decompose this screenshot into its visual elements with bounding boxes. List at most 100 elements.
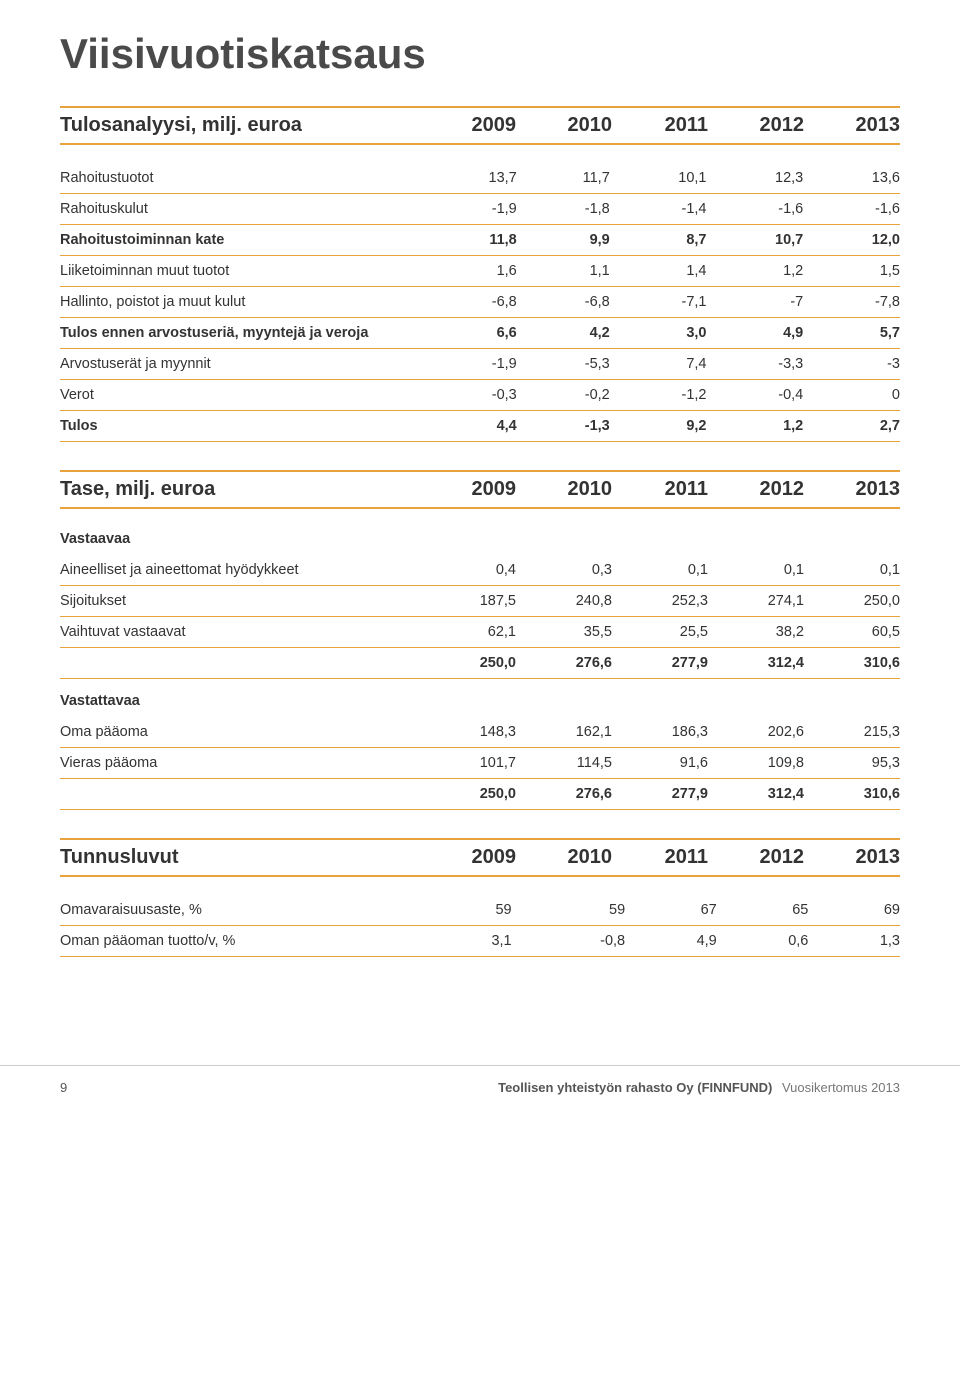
year-2013: 2013 (804, 114, 900, 137)
cell-value: 0,4 (420, 555, 516, 586)
cell-value: -0,3 (420, 380, 517, 411)
year-2012: 2012 (708, 114, 804, 137)
cell-value: 114,5 (516, 747, 612, 778)
cell-value: 310,6 (804, 648, 900, 679)
cell-value: 69 (808, 895, 900, 926)
row-label: Sijoitukset (60, 586, 420, 617)
cell-value: 62,1 (420, 617, 516, 648)
cell-value: 312,4 (708, 648, 804, 679)
page-title: Viisivuotiskatsaus (60, 30, 900, 78)
cell-value: 4,4 (420, 411, 517, 442)
cell-value: 1,2 (707, 256, 804, 287)
cell-value: -1,2 (610, 380, 707, 411)
cell-value: 276,6 (516, 648, 612, 679)
cell-value: 91,6 (612, 747, 708, 778)
section1-label: Tulosanalyysi, milj. euroa (60, 114, 420, 137)
cell-value: 277,9 (612, 778, 708, 809)
cell-value: 162,1 (516, 717, 612, 748)
cell-value: -1,9 (420, 349, 517, 380)
cell-value: 1,6 (420, 256, 517, 287)
cell-value: 0,1 (612, 555, 708, 586)
section2-header: Tase, milj. euroa 2009 2010 2011 2012 20… (60, 470, 900, 509)
cell-value: 4,2 (517, 318, 610, 349)
cell-value: 95,3 (804, 747, 900, 778)
cell-value: 240,8 (516, 586, 612, 617)
cell-value: 202,6 (708, 717, 804, 748)
footer-report: Vuosikertomus 2013 (782, 1080, 900, 1095)
cell-value: -0,4 (707, 380, 804, 411)
row-label: Oman pääoman tuotto/v, % (60, 925, 420, 956)
year-2011: 2011 (612, 114, 708, 137)
cell-value: 4,9 (625, 925, 717, 956)
cell-value: 9,2 (610, 411, 707, 442)
cell-value: -3 (803, 349, 900, 380)
cell-value: -0,2 (517, 380, 610, 411)
year-2010: 2010 (516, 114, 612, 137)
row-label: Vaihtuvat vastaavat (60, 617, 420, 648)
cell-value: 11,8 (420, 225, 517, 256)
year-2012: 2012 (708, 478, 804, 501)
cell-value: -1,9 (420, 194, 517, 225)
cell-value: 1,1 (517, 256, 610, 287)
cell-value: 13,7 (420, 163, 517, 194)
cell-value: 6,6 (420, 318, 517, 349)
row-label: Rahoitustoiminnan kate (60, 225, 420, 256)
cell-value: 250,0 (804, 586, 900, 617)
cell-value: 215,3 (804, 717, 900, 748)
cell-value: 59 (512, 895, 626, 926)
cell-value: 13,6 (803, 163, 900, 194)
year-2013: 2013 (804, 478, 900, 501)
cell-value: 12,3 (707, 163, 804, 194)
year-2011: 2011 (612, 846, 708, 869)
cell-value: 276,6 (516, 778, 612, 809)
page-footer: 9 Teollisen yhteistyön rahasto Oy (FINNF… (0, 1065, 960, 1109)
cell-value: -0,8 (512, 925, 626, 956)
cell-value: -1,6 (803, 194, 900, 225)
cell-value: 109,8 (708, 747, 804, 778)
cell-value: 2,7 (803, 411, 900, 442)
cell-value: 1,4 (610, 256, 707, 287)
section3-label: Tunnusluvut (60, 846, 420, 869)
cell-value: -1,4 (610, 194, 707, 225)
year-2012: 2012 (708, 846, 804, 869)
cell-value: 274,1 (708, 586, 804, 617)
cell-value: 1,5 (803, 256, 900, 287)
row-label: Hallinto, poistot ja muut kulut (60, 287, 420, 318)
cell-value: 0,1 (804, 555, 900, 586)
cell-value: 65 (717, 895, 809, 926)
section1-header: Tulosanalyysi, milj. euroa 2009 2010 201… (60, 106, 900, 145)
subheading: Vastattavaa (60, 689, 900, 717)
cell-value: 148,3 (420, 717, 516, 748)
row-label: Tulos (60, 411, 420, 442)
cell-value: -7 (707, 287, 804, 318)
row-label (60, 778, 420, 809)
cell-value: 250,0 (420, 778, 516, 809)
year-2011: 2011 (612, 478, 708, 501)
row-label: Rahoitustuotot (60, 163, 420, 194)
row-label: Verot (60, 380, 420, 411)
cell-value: 9,9 (517, 225, 610, 256)
section1-table: Rahoitustuotot13,711,710,112,313,6Rahoit… (60, 163, 900, 442)
cell-value: 10,7 (707, 225, 804, 256)
section2-label: Tase, milj. euroa (60, 478, 420, 501)
cell-value: 310,6 (804, 778, 900, 809)
cell-value: 4,9 (707, 318, 804, 349)
cell-value: 3,0 (610, 318, 707, 349)
cell-value: 12,0 (803, 225, 900, 256)
cell-value: 250,0 (420, 648, 516, 679)
cell-value: 0,3 (516, 555, 612, 586)
cell-value: -1,3 (517, 411, 610, 442)
cell-value: -5,3 (517, 349, 610, 380)
section3-header: Tunnusluvut 2009 2010 2011 2012 2013 (60, 838, 900, 877)
cell-value: 25,5 (612, 617, 708, 648)
year-2009: 2009 (420, 846, 516, 869)
cell-value: 312,4 (708, 778, 804, 809)
row-label: Arvostuserät ja myynnit (60, 349, 420, 380)
year-2013: 2013 (804, 846, 900, 869)
cell-value: 7,4 (610, 349, 707, 380)
cell-value: 252,3 (612, 586, 708, 617)
cell-value: 1,3 (808, 925, 900, 956)
cell-value: 0,6 (717, 925, 809, 956)
page-number: 9 (60, 1080, 67, 1095)
row-label: Rahoituskulut (60, 194, 420, 225)
